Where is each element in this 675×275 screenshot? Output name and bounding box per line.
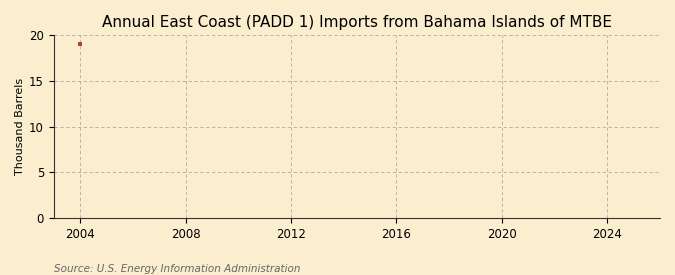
Y-axis label: Thousand Barrels: Thousand Barrels bbox=[15, 78, 25, 175]
Text: Source: U.S. Energy Information Administration: Source: U.S. Energy Information Administ… bbox=[54, 264, 300, 274]
Title: Annual East Coast (PADD 1) Imports from Bahama Islands of MTBE: Annual East Coast (PADD 1) Imports from … bbox=[102, 15, 612, 30]
